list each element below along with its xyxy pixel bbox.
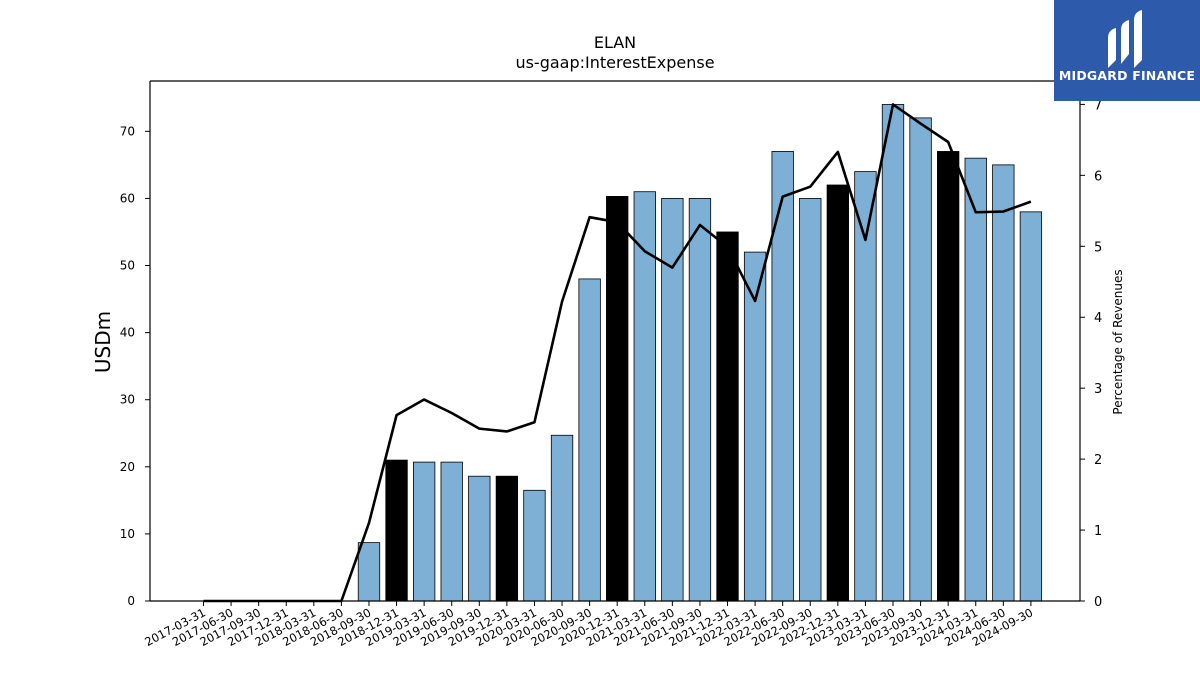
bar-2022-03-31 bbox=[743, 251, 767, 602]
bar-2020-03-31 bbox=[523, 489, 546, 602]
bar-2021-12-31 bbox=[716, 231, 739, 602]
bar-2022-06-30 bbox=[771, 151, 794, 602]
brand-name: MIDGARD FINANCE bbox=[1058, 68, 1196, 83]
bar-2024-03-31 bbox=[964, 157, 987, 602]
y-tick-label: 10 bbox=[120, 527, 135, 541]
bar-series bbox=[357, 104, 1043, 602]
y-tick-label: 0 bbox=[127, 594, 135, 608]
chart-subtitle: us-gaap:InterestExpense bbox=[515, 53, 714, 72]
x-axis-ticks: 2017-03-312017-06-302017-09-302017-12-31… bbox=[142, 601, 1035, 649]
y-tick-label: 70 bbox=[120, 124, 135, 138]
right-tick-label: 5 bbox=[1094, 240, 1102, 255]
axes bbox=[149, 80, 1081, 602]
bar-2019-03-31 bbox=[412, 461, 436, 602]
bar-2019-06-30 bbox=[440, 461, 463, 602]
y-tick-label: 20 bbox=[120, 460, 135, 474]
right-y-axis-label: Percentage of Revenues bbox=[1111, 269, 1125, 414]
bar-2024-06-30 bbox=[992, 164, 1015, 602]
bar-2020-09-30 bbox=[578, 278, 601, 602]
y-tick-label: 30 bbox=[120, 393, 135, 407]
right-tick-label: 0 bbox=[1094, 595, 1102, 610]
bar-2019-09-30 bbox=[468, 475, 491, 602]
bar-2019-12-31 bbox=[495, 475, 519, 602]
bar-2020-06-30 bbox=[550, 434, 574, 602]
left-axis-ticks: 0 10 20 30 40 50 60 70 bbox=[120, 124, 150, 608]
bar-2022-12-31 bbox=[826, 184, 849, 602]
right-tick-label: 3 bbox=[1094, 382, 1102, 397]
bar-2018-09-30 bbox=[357, 542, 381, 602]
right-tick-label: 1 bbox=[1094, 524, 1102, 539]
midgard-logo-icon bbox=[1108, 10, 1142, 68]
bar-2020-12-31 bbox=[606, 196, 629, 602]
bar-2021-03-31 bbox=[633, 191, 656, 602]
bar-2023-06-30 bbox=[881, 104, 905, 602]
y-tick-label: 40 bbox=[120, 326, 135, 340]
y-axis-label: USDm bbox=[91, 311, 115, 373]
right-axis-ticks: 0 1 2 3 4 5 6 7 bbox=[1080, 98, 1102, 610]
bar-2024-09-30 bbox=[1019, 211, 1043, 602]
bar-2023-12-31 bbox=[937, 151, 960, 602]
bar-2022-09-30 bbox=[799, 198, 822, 602]
chart-title: ELAN bbox=[594, 33, 636, 52]
bar-2023-09-30 bbox=[909, 117, 932, 602]
bar-2021-09-30 bbox=[688, 198, 712, 602]
bar-2018-12-31 bbox=[385, 459, 408, 602]
right-tick-label: 2 bbox=[1094, 453, 1102, 468]
right-tick-label: 4 bbox=[1094, 311, 1102, 326]
brand-logo: MIDGARD FINANCE bbox=[1054, 0, 1200, 101]
right-tick-label: 6 bbox=[1094, 169, 1102, 184]
y-tick-label: 50 bbox=[120, 259, 135, 273]
y-tick-label: 60 bbox=[120, 191, 135, 205]
bar-2021-06-30 bbox=[661, 198, 684, 602]
right-tick-label: 7 bbox=[1094, 98, 1102, 113]
